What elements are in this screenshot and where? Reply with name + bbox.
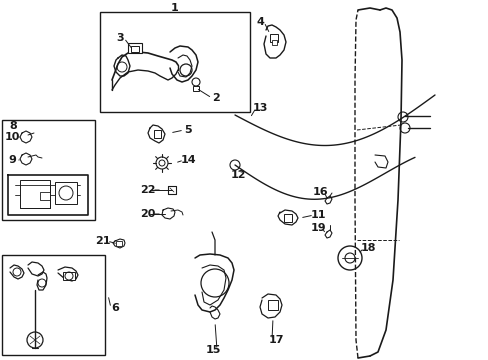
Text: 5: 5 [184,125,191,135]
Bar [63,272,75,280]
Bar [2,120,95,220]
Text: 11: 11 [309,210,325,220]
Text: 21: 21 [95,236,110,246]
Bar [269,34,278,42]
Bar [193,86,199,91]
Text: 16: 16 [311,187,327,197]
Text: 18: 18 [360,243,375,253]
Text: 20: 20 [140,209,155,219]
Bar [267,300,278,310]
Bar [284,214,291,222]
Text: 13: 13 [252,103,267,113]
Text: 22: 22 [140,185,156,195]
Bar [20,180,50,208]
Bar [128,43,142,53]
Text: 17: 17 [268,335,283,345]
Bar [131,46,139,52]
Text: 15: 15 [205,345,220,355]
Text: 19: 19 [309,223,325,233]
Text: 6: 6 [111,303,119,313]
Text: 1: 1 [171,3,179,13]
Text: 4: 4 [256,17,264,27]
Bar [154,130,161,138]
Bar [2,255,105,355]
Bar [55,182,77,204]
Bar [100,12,249,112]
Text: 9: 9 [8,155,16,165]
Bar [116,241,122,246]
Text: 2: 2 [212,93,220,103]
Text: 12: 12 [230,170,245,180]
Text: 10: 10 [4,132,20,142]
Bar [271,40,276,45]
Text: 8: 8 [9,121,17,131]
Text: 14: 14 [180,155,195,165]
Text: 3: 3 [116,33,123,43]
